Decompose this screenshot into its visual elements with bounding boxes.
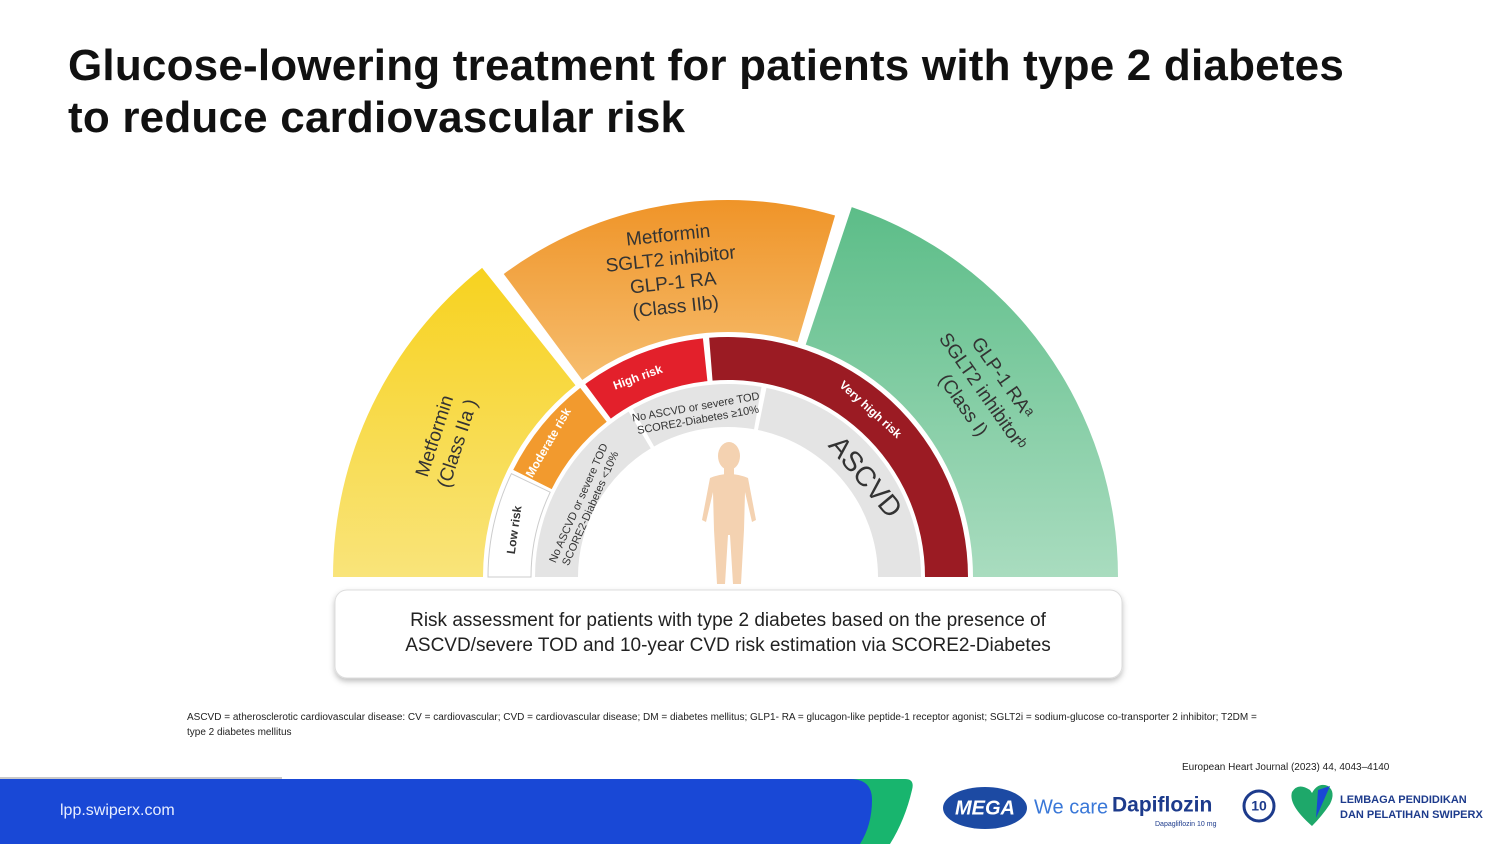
risk-segment	[709, 337, 969, 577]
footer-bar	[0, 779, 872, 844]
treatment-segment	[333, 267, 576, 577]
dose-badge	[1242, 789, 1276, 823]
product-subtitle: Dapagliflozin 10 mg	[1155, 821, 1217, 828]
footnote: ASCVD = atherosclerotic cardiovascular d…	[187, 712, 1257, 738]
risk-segment	[585, 338, 708, 419]
caption-line: Risk assessment for patients with type 2…	[410, 610, 1047, 631]
institution-name: LEMBAGA PENDIDIKAN	[1340, 794, 1467, 806]
person-figure	[702, 442, 756, 584]
dose-badge-text: 10	[1251, 798, 1267, 814]
risk-segment	[487, 473, 551, 578]
footer-url: lpp.swiperx.com	[60, 802, 175, 819]
product-name: Dapiflozin	[1112, 794, 1212, 817]
risk-level-label: Low risk	[504, 504, 525, 554]
caption-box	[334, 589, 1123, 679]
caption-line: ASCVD/severe TOD and 10-year CVD risk es…	[405, 635, 1051, 656]
tagline: We care	[1034, 796, 1108, 818]
brand-logo	[943, 787, 1027, 829]
risk-segment	[513, 387, 607, 490]
category-segment	[632, 384, 762, 447]
treatment-segment	[503, 200, 836, 381]
institution-name: DAN PELATIHAN SWIPERX	[1340, 809, 1483, 821]
slide-title: Glucose-lowering treatment for patients …	[68, 41, 1345, 142]
citation: European Heart Journal (2023) 44, 4043–4…	[1182, 762, 1390, 773]
brand-name: MEGA	[955, 797, 1015, 819]
category-segment	[535, 411, 651, 577]
treatment-segment	[805, 207, 1118, 577]
category-segment	[757, 387, 921, 577]
institution-logo-accent	[1316, 786, 1330, 818]
